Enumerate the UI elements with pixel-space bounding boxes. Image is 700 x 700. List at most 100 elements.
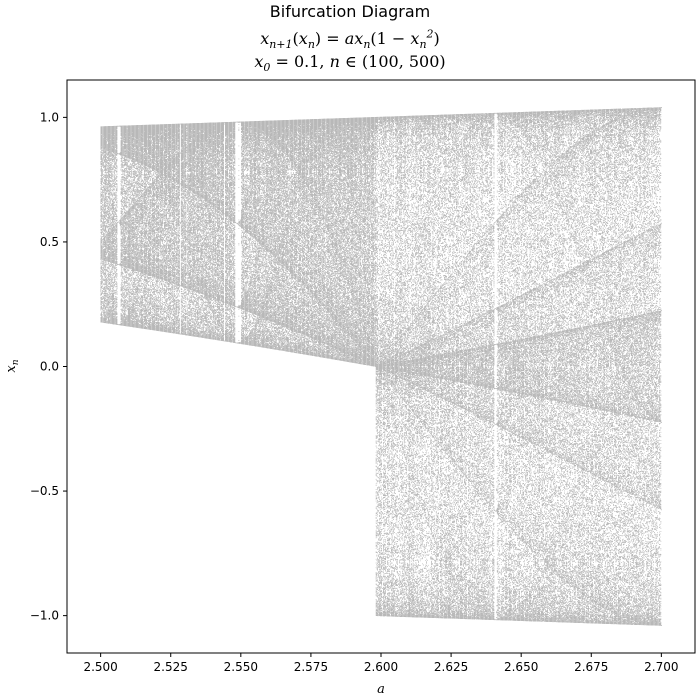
- scatter-points: [101, 108, 662, 626]
- scatter-point-column: [578, 111, 579, 623]
- scatter-point-column: [317, 119, 318, 356]
- scatter-point-column: [194, 124, 195, 337]
- scatter-point-column: [488, 114, 489, 620]
- scatter-point-column: [508, 113, 509, 620]
- scatter-point-column: [209, 123, 210, 338]
- scatter-point-column: [389, 117, 390, 616]
- scatter-point-column: [131, 126, 132, 327]
- scatter-point-column: [132, 126, 133, 327]
- scatter-point-column: [396, 117, 397, 617]
- scatter-point-column: [176, 124, 177, 333]
- scatter-point-column: [586, 110, 587, 623]
- scatter-point-column: [633, 109, 634, 624]
- scatter-point-column: [168, 125, 169, 333]
- scatter-point-column: [133, 126, 134, 327]
- scatter-point-column: [316, 119, 317, 356]
- scatter-point-column: [471, 114, 472, 619]
- scatter-point-column: [597, 110, 598, 623]
- scatter-point-column: [566, 111, 567, 622]
- scatter-point-column: [621, 110, 622, 625]
- scatter-point-column: [491, 114, 492, 620]
- scatter-point-column: [442, 115, 443, 618]
- scatter-point-column: [561, 111, 562, 622]
- scatter-point-column: [439, 115, 440, 618]
- scatter-point-column: [569, 111, 570, 622]
- scatter-point-column: [283, 121, 284, 351]
- scatter-point-column: [413, 116, 414, 617]
- scatter-point-column: [503, 113, 504, 620]
- scatter-point-column: [564, 111, 565, 622]
- scatter-point-column: [280, 121, 281, 351]
- scatter-point-column: [402, 117, 403, 617]
- scatter-point-column: [166, 125, 167, 332]
- y-tick-label: −0.5: [30, 484, 59, 498]
- scatter-point-column: [357, 118, 358, 363]
- scatter-point-column: [513, 113, 514, 621]
- scatter-point-column: [215, 123, 216, 339]
- scatter-point-column: [401, 117, 402, 617]
- scatter-point-column: [291, 120, 292, 352]
- scatter-point-column: [167, 125, 168, 333]
- scatter-point-column: [603, 110, 604, 624]
- scatter-point-column: [294, 120, 295, 352]
- scatter-point-column: [447, 115, 448, 618]
- scatter-point-column: [334, 119, 335, 359]
- scatter-point-column: [472, 114, 473, 619]
- scatter-point-column: [474, 114, 475, 619]
- scatter-point-column: [576, 111, 577, 623]
- scatter-point-column: [609, 109, 610, 623]
- scatter-point-column: [191, 124, 192, 336]
- scatter-point-column: [547, 112, 548, 622]
- scatter-point-column: [427, 116, 428, 618]
- scatter-point-column: [462, 114, 463, 618]
- scatter-point-column: [127, 126, 128, 326]
- scatter-point-column: [552, 111, 553, 621]
- scatter-point-column: [349, 118, 350, 362]
- scatter-point-column: [608, 110, 609, 624]
- scatter-point-column: [103, 127, 104, 323]
- scatter-point-column: [234, 122, 235, 342]
- scatter-point-column: [599, 110, 600, 624]
- scatter-point-column: [192, 124, 193, 336]
- scatter-point-column: [466, 114, 467, 618]
- scatter-point-column: [236, 122, 237, 343]
- scatter-point-column: [658, 108, 659, 626]
- scatter-point-column: [292, 120, 293, 352]
- scatter-point-column: [357, 118, 358, 363]
- scatter-point-column: [525, 112, 526, 620]
- scatter-point-column: [301, 120, 302, 354]
- scatter-point-column: [272, 121, 273, 349]
- scatter-point-column: [452, 115, 453, 618]
- scatter-point-column: [576, 111, 577, 623]
- scatter-point-column: [225, 123, 226, 342]
- scatter-point-column: [620, 109, 621, 624]
- scatter-point-column: [228, 122, 229, 341]
- scatter-point-column: [592, 110, 593, 623]
- scatter-point-column: [459, 115, 460, 619]
- scatter-point-column: [529, 112, 530, 621]
- scatter-point-column: [186, 124, 187, 335]
- scatter-point-column: [174, 124, 175, 333]
- scatter-point-column: [220, 123, 221, 341]
- scatter-point-column: [503, 113, 504, 620]
- scatter-point-column: [235, 122, 236, 343]
- scatter-point-column: [411, 116, 412, 617]
- scatter-point-column: [311, 120, 312, 356]
- scatter-point-column: [126, 126, 127, 326]
- scatter-point-column: [185, 124, 186, 335]
- scatter-point-column: [227, 123, 228, 342]
- scatter-point-column: [117, 126, 118, 324]
- scatter-point-column: [146, 125, 147, 329]
- scatter-point-column: [107, 127, 108, 323]
- scatter-point-column: [607, 110, 608, 624]
- scatter-point-column: [143, 125, 144, 328]
- x-tick-label: 2.600: [364, 660, 398, 674]
- scatter-point-column: [588, 110, 589, 623]
- scatter-point-column: [349, 118, 350, 361]
- scatter-point-column: [533, 112, 534, 621]
- scatter-point-column: [162, 125, 163, 332]
- scatter-point-column: [570, 111, 571, 622]
- scatter-point-column: [564, 111, 565, 622]
- scatter-point-column: [123, 126, 124, 325]
- scatter-point-column: [269, 121, 270, 348]
